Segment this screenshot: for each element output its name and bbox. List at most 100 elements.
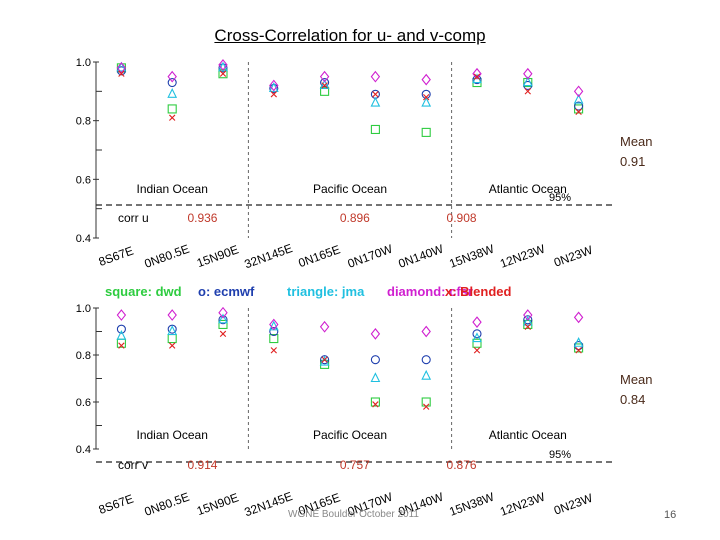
chart-1-blended-point bbox=[118, 342, 125, 349]
chart-0-jma-point bbox=[319, 79, 330, 90]
chart-1-dwd-point bbox=[370, 397, 380, 407]
chart-0-y-tick-label: 0.4 bbox=[76, 233, 91, 245]
chart-1-region-corr-value: 0.876 bbox=[447, 458, 477, 472]
chart-1-jma-point bbox=[218, 313, 228, 324]
chart-1-y-tick-label: 0.8 bbox=[76, 350, 91, 362]
legend: square: dwd o: ecmwf triangle: jma diamo… bbox=[105, 284, 625, 302]
chart-1-ecmwf-point bbox=[269, 326, 279, 337]
chart-0-dwd-point bbox=[370, 124, 380, 135]
chart-1-cfsr-point bbox=[523, 309, 533, 321]
chart-1-blended-point bbox=[423, 403, 430, 410]
chart-0-jma-point bbox=[522, 76, 533, 87]
chart-0-jma-point bbox=[116, 61, 127, 72]
chart-1-y-tick-label: 1.0 bbox=[76, 303, 91, 315]
chart-1-blended-point bbox=[372, 401, 379, 408]
chart-0-blended-point bbox=[524, 88, 531, 95]
chart-0-dwd-point bbox=[167, 104, 177, 114]
chart-0-region-label: Indian Ocean bbox=[137, 182, 208, 196]
chart-0-ecmwf-point bbox=[320, 77, 330, 88]
chart-0-cfsr-point bbox=[472, 67, 482, 80]
chart-1-cfsr-point bbox=[269, 318, 279, 331]
chart-0-blended-point bbox=[169, 114, 176, 121]
chart-1-dwd-point bbox=[167, 333, 177, 344]
chart-0-category-label: 0N165E bbox=[296, 242, 342, 270]
chart-0-jma-point bbox=[573, 93, 584, 104]
chart-0-category-label: 15N90E bbox=[195, 242, 241, 270]
mean-v-block: Mean 0.84 bbox=[620, 370, 690, 410]
chart-0-y-tick-label: 0.6 bbox=[76, 174, 91, 186]
chart-0-category-label: 0N23W bbox=[552, 243, 595, 270]
chart-1-jma-point bbox=[573, 337, 584, 347]
chart-0-category-label: 0N170W bbox=[346, 241, 395, 270]
legend-blended: x: Blended bbox=[445, 284, 512, 299]
corr-u-chart: 0.4 0.6 0.8 1.0 95% Indian Ocean Pacific Ocean… bbox=[76, 57, 612, 271]
slide-title: Cross-Correlation for u- and v-comp bbox=[214, 26, 486, 45]
chart-1-corr-title: corr v bbox=[118, 458, 148, 472]
chart-1-category-label: 0N23W bbox=[552, 491, 595, 518]
chart-1-jma-point bbox=[472, 332, 482, 343]
chart-1-jma-point bbox=[522, 315, 533, 326]
chart-1-blended-point bbox=[321, 356, 328, 363]
chart-0-cfsr-point bbox=[370, 70, 381, 83]
mean-v-label: Mean bbox=[620, 372, 653, 387]
chart-1-confidence-label: 95% bbox=[549, 449, 571, 461]
chart-0-blended-point bbox=[270, 91, 277, 98]
chart-1-region-label: Atlantic Ocean bbox=[489, 428, 567, 442]
chart-1-cfsr-point bbox=[370, 327, 381, 340]
legend-dwd: square: dwd bbox=[105, 284, 182, 299]
chart-1-cfsr-point bbox=[116, 309, 127, 321]
chart-1-y-tick-label: 0.6 bbox=[76, 397, 91, 409]
chart-1-dwd-point bbox=[269, 333, 279, 344]
chart-0-category-label: 32N145E bbox=[243, 241, 295, 271]
chart-1-cfsr-point bbox=[573, 311, 584, 324]
chart-0-blended-point bbox=[423, 94, 430, 101]
chart-1-dwd-point bbox=[574, 343, 584, 353]
chart-0-category-label: 8S67E bbox=[97, 244, 136, 269]
chart-0-dwd-point bbox=[320, 86, 330, 96]
chart-0-cfsr-point bbox=[421, 73, 431, 86]
chart-0-blended-point bbox=[321, 82, 328, 89]
chart-0-blended-point bbox=[118, 70, 125, 77]
chart-0-region-corr-value: 0.908 bbox=[447, 211, 477, 225]
chart-0-category-label: 15N38W bbox=[447, 241, 496, 270]
chart-1-y-tick-label: 0.4 bbox=[76, 444, 91, 456]
chart-1-ecmwf-point bbox=[116, 324, 126, 334]
mean-v-value: 0.84 bbox=[620, 392, 646, 407]
chart-0-dwd-point bbox=[574, 104, 584, 114]
chart-0-y-tick-label: 0.8 bbox=[76, 116, 91, 128]
chart-0-ecmwf-point bbox=[167, 77, 177, 88]
chart-0-category-label: 12N23W bbox=[498, 241, 547, 270]
mean-u-value: 0.91 bbox=[620, 154, 646, 169]
chart-0-confidence-label: 95% bbox=[549, 192, 571, 204]
chart-0-region-label: Atlantic Ocean bbox=[489, 182, 567, 196]
chart-1-region-label: Pacific Ocean bbox=[313, 428, 387, 442]
chart-1-cfsr-point bbox=[319, 320, 330, 333]
chart-0-cfsr-point bbox=[573, 85, 584, 98]
chart-1-cfsr-point bbox=[421, 325, 431, 338]
chart-1-ecmwf-point bbox=[523, 315, 533, 325]
chart-0-jma-point bbox=[167, 88, 178, 98]
chart-0-blended-point bbox=[473, 73, 481, 80]
chart-1-region-corr-value: 0.914 bbox=[187, 458, 217, 472]
chart-0-region-corr-value: 0.896 bbox=[340, 211, 370, 225]
legend-jma: triangle: jma bbox=[287, 284, 365, 299]
chart-0-category-label: 0N80.5E bbox=[142, 242, 191, 271]
chart-1-dwd-point bbox=[421, 397, 431, 407]
chart-0-corr-title: corr u bbox=[118, 211, 149, 225]
page-number: 16 bbox=[664, 509, 677, 521]
chart-1-blended-point bbox=[270, 347, 277, 354]
chart-1-jma-point bbox=[167, 325, 178, 336]
chart-0-jma-point bbox=[421, 96, 432, 107]
chart-1-blended-point bbox=[473, 347, 481, 354]
chart-1-ecmwf-point bbox=[370, 355, 380, 365]
chart-0-cfsr-point bbox=[269, 79, 279, 92]
chart-1-dwd-point bbox=[218, 319, 228, 330]
chart-1-ecmwf-point bbox=[472, 329, 482, 339]
chart-0-ecmwf-point bbox=[574, 101, 584, 111]
chart-1-jma-point bbox=[116, 329, 127, 340]
chart-0-category-label: 0N140W bbox=[397, 241, 446, 270]
chart-0-cfsr-point bbox=[319, 70, 330, 83]
mean-u-label: Mean bbox=[620, 134, 653, 149]
chart-1-category-label: 32N145E bbox=[243, 489, 295, 519]
chart-1-ecmwf-point bbox=[167, 324, 177, 334]
